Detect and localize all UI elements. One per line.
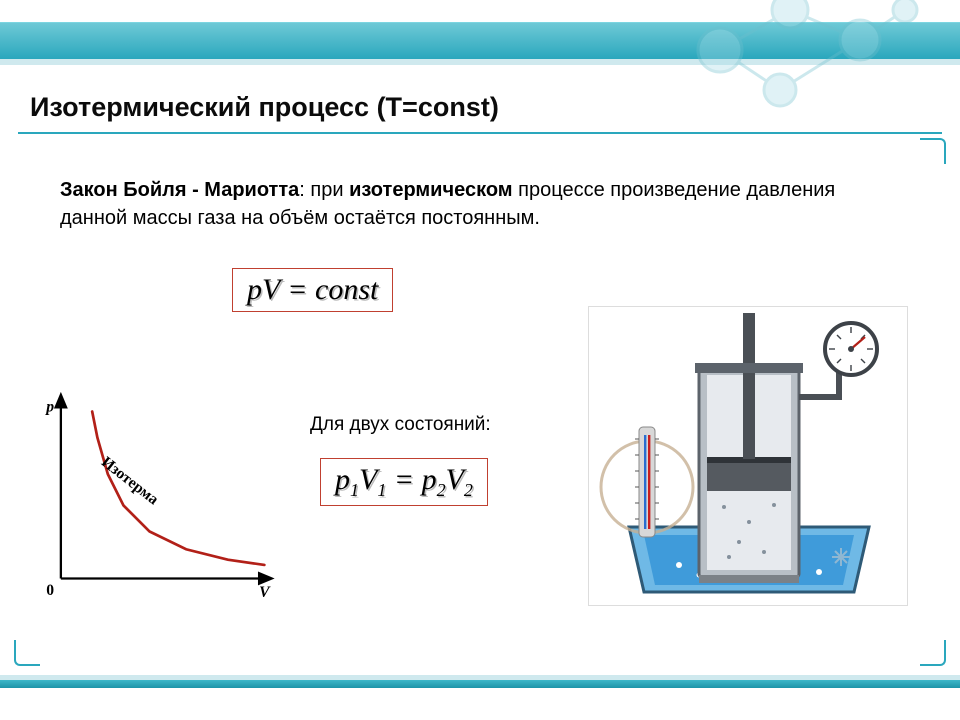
frame-corner [920, 640, 946, 666]
top-ribbon [0, 22, 960, 60]
formula-two-states: p1V1 = p2V2 [320, 458, 488, 506]
frame-corner [920, 138, 946, 164]
svg-text:Изотерма: Изотерма [98, 453, 162, 508]
formula-pv-const: pV = const [232, 268, 393, 312]
two-states-label: Для двух состояний: [310, 414, 491, 436]
footer-ribbon [0, 680, 960, 688]
isotherm-graph: p V 0 Изотерма [40, 390, 280, 600]
law-text: Закон Бойля - Мариотта: при изотермическ… [60, 176, 880, 232]
svg-text:V: V [259, 584, 271, 600]
slide-title: Изотермический процесс (T=const) [30, 92, 499, 123]
apparatus-diagram [588, 306, 908, 606]
frame-corner [14, 640, 40, 666]
law-name: Закон Бойля - Мариотта [60, 179, 299, 201]
svg-text:0: 0 [46, 582, 54, 599]
svg-text:p: p [44, 399, 54, 416]
law-colon: : при [299, 179, 349, 201]
law-emph: изотермическом [349, 179, 513, 201]
title-underline [18, 132, 942, 134]
